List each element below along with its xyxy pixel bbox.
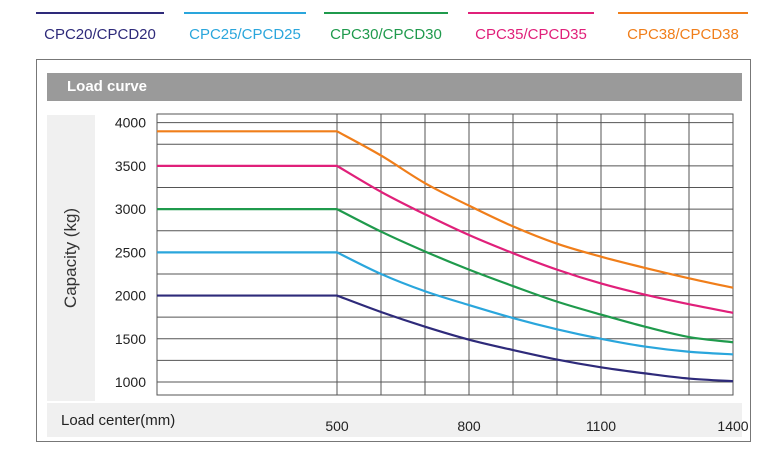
legend-swatch — [468, 12, 594, 14]
series-line-2 — [157, 208, 734, 344]
plot-frame — [156, 113, 734, 396]
x-tick-label: 800 — [457, 418, 481, 434]
x-axis-band — [47, 403, 742, 437]
legend-swatch — [618, 12, 748, 14]
legend-label: CPC30/CPCD30 — [330, 26, 442, 43]
x-axis-label: Load center(mm) — [61, 412, 176, 429]
legend-label: CPC38/CPCD38 — [627, 26, 739, 43]
y-tick-label: 1500 — [115, 331, 146, 347]
y-tick-label: 2000 — [115, 288, 146, 304]
series-line-1 — [157, 251, 734, 356]
y-tick-label: 3500 — [115, 158, 146, 174]
series-line-4 — [157, 130, 734, 289]
legend-swatch — [184, 12, 306, 14]
legend-label: CPC35/CPCD35 — [475, 26, 587, 43]
legend-item-cpc35: CPC35/CPCD35 — [468, 12, 594, 43]
legend-label: CPC25/CPCD25 — [189, 26, 301, 43]
y-tick-label: 4000 — [115, 115, 146, 131]
x-tick-label: 1100 — [586, 418, 616, 434]
legend-swatch — [36, 12, 164, 14]
x-tick-label: 500 — [325, 418, 349, 434]
legend-item-cpc38: CPC38/CPCD38 — [618, 12, 748, 43]
x-tick-label: 1400 — [717, 418, 748, 434]
legend-label: CPC20/CPCD20 — [44, 26, 156, 43]
y-tick-label: 2500 — [115, 244, 146, 260]
legend: CPC20/CPCD20 CPC25/CPCD25 CPC30/CPCD30 C… — [0, 0, 766, 50]
y-tick-label: 3000 — [115, 201, 146, 217]
legend-swatch — [324, 12, 448, 14]
y-tick-label: 1000 — [115, 374, 146, 390]
panel-title: Load curve — [47, 73, 742, 101]
series-line-0 — [157, 294, 734, 383]
legend-item-cpc25: CPC25/CPCD25 — [184, 12, 306, 43]
series-line-3 — [157, 164, 734, 314]
legend-item-cpc30: CPC30/CPCD30 — [324, 12, 448, 43]
y-axis-band — [47, 115, 95, 401]
legend-item-cpc20: CPC20/CPCD20 — [36, 12, 164, 43]
